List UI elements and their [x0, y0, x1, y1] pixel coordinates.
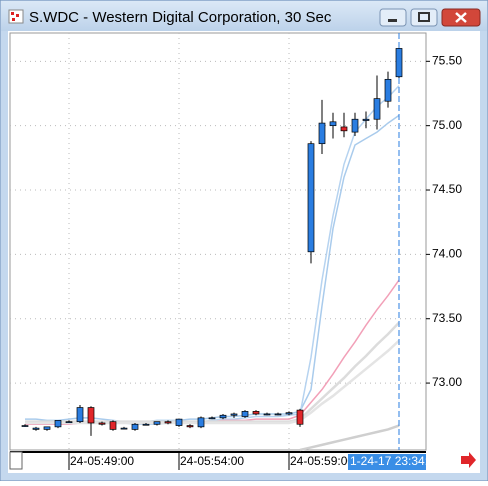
y-tick-label: 73.50 [432, 311, 462, 325]
candle-body [197, 417, 205, 428]
candle-body [65, 421, 73, 424]
app-icon [8, 9, 24, 24]
candle-body [142, 423, 150, 426]
candle-body [351, 118, 359, 133]
chart: 73.00 73.50 74.00 74.50 75.00 75.50 24-05:49:0… [10, 33, 462, 470]
overlay-line [299, 424, 400, 452]
y-tick-label: 73.00 [432, 375, 462, 389]
y-tick-label: 75.00 [432, 118, 462, 132]
candle-body [340, 126, 348, 132]
candle-body [109, 421, 117, 430]
window-title: S.WDC - Western Digital Corporation, 30 … [29, 9, 332, 26]
candle-body [318, 122, 326, 145]
candle-body [131, 423, 139, 430]
candle-body [219, 414, 227, 419]
close-button[interactable] [441, 8, 481, 27]
candle-body [87, 407, 95, 424]
candle-body [186, 425, 194, 428]
y-tick-label: 74.00 [432, 247, 462, 261]
x-tick-label: 24-05:49:00 [70, 454, 134, 468]
x-tick-label: 24-05:54:00 [180, 454, 244, 468]
candle-body [263, 413, 271, 416]
candle-body [241, 411, 249, 417]
candle-body [329, 121, 337, 127]
candle-body [43, 426, 51, 430]
scroll-right-arrow[interactable] [461, 452, 476, 468]
x-tick-label: 24-05:59:00 [290, 454, 354, 468]
candle-body [76, 407, 84, 423]
candle-body [153, 421, 161, 425]
candle-body [175, 418, 183, 426]
candle-body [285, 412, 293, 415]
candle-body [21, 425, 29, 427]
candle-body [120, 427, 128, 430]
candle-body [208, 417, 216, 420]
candle-body [373, 98, 381, 120]
plot-area [9, 32, 427, 451]
y-tick-label: 74.50 [432, 182, 462, 196]
cursor-label-bg [348, 454, 426, 470]
maximize-button[interactable] [410, 8, 438, 27]
candle-body [164, 421, 172, 424]
candle-body [230, 413, 238, 416]
candle-body [32, 427, 40, 430]
scroll-box[interactable] [9, 451, 23, 470]
candle-body [296, 409, 304, 425]
candle-body [54, 420, 62, 428]
overlay-line [25, 321, 400, 423]
candle-body [252, 411, 260, 415]
minimize-button[interactable] [379, 8, 407, 27]
overlay-line [25, 339, 400, 425]
cursor-label: 1-24-17 23:34:00 [350, 454, 442, 468]
y-tick-label: 75.50 [432, 53, 462, 67]
candle-body [362, 118, 370, 121]
candle-body [98, 422, 106, 425]
candle-body [274, 413, 282, 416]
candle-body [384, 78, 392, 102]
candle-body [307, 143, 315, 253]
